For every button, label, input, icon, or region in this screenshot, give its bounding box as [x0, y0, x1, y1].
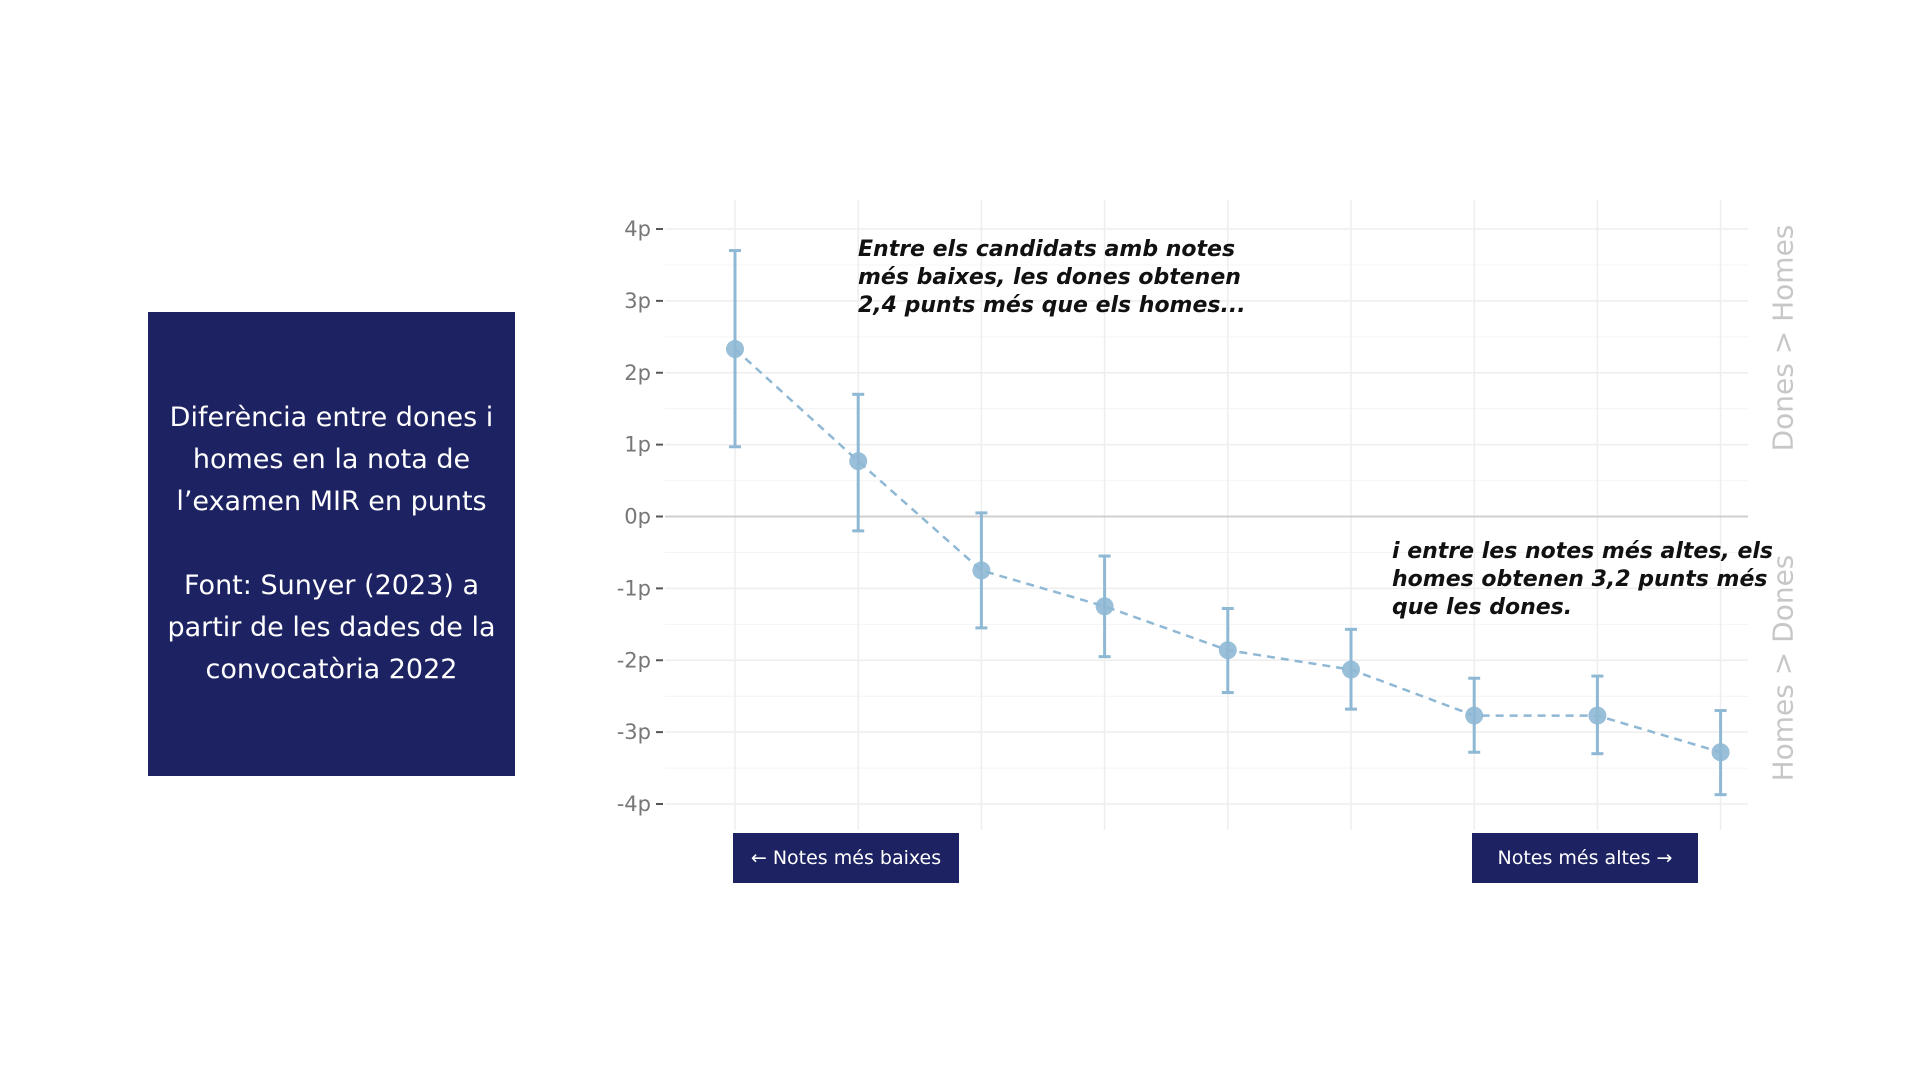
higher-scores-button[interactable]: Notes més altes → — [1472, 833, 1698, 883]
y-tick-label: 2p — [624, 361, 651, 385]
y-tick-label: 0p — [624, 505, 651, 529]
data-point — [1711, 743, 1730, 762]
data-point — [726, 340, 744, 359]
data-point — [1095, 597, 1114, 616]
data-point — [1465, 706, 1484, 725]
data-point — [1342, 660, 1360, 679]
chart-description: Diferència entre dones i homes en la not… — [169, 402, 494, 517]
data-point — [972, 561, 991, 580]
side-label-women-higher: Dones > Homes — [1766, 224, 1800, 452]
side-label-men-higher: Homes > Dones — [1766, 554, 1800, 782]
y-tick-label: -2p — [617, 648, 651, 672]
y-tick-label: -4p — [617, 792, 651, 816]
y-tick-label: -3p — [617, 720, 651, 744]
annotation-high-scores: i entre les notes més altes, els homes o… — [1392, 539, 1774, 620]
y-tick-label: 3p — [624, 289, 651, 313]
y-tick-label: 4p — [624, 217, 651, 241]
info-box: Diferència entre dones i homes en la not… — [148, 312, 515, 776]
data-point — [1588, 706, 1607, 725]
lower-scores-button[interactable]: ← Notes més baixes — [733, 833, 959, 883]
data-point — [849, 452, 868, 471]
y-tick-label: 1p — [624, 433, 651, 457]
annotation-low-scores: Entre els candidats amb notes més baixes… — [858, 237, 1246, 318]
chart-source: Font: Sunyer (2023) a partir de les dade… — [167, 570, 496, 685]
data-point — [1218, 641, 1237, 660]
y-tick-label: -1p — [617, 576, 651, 600]
